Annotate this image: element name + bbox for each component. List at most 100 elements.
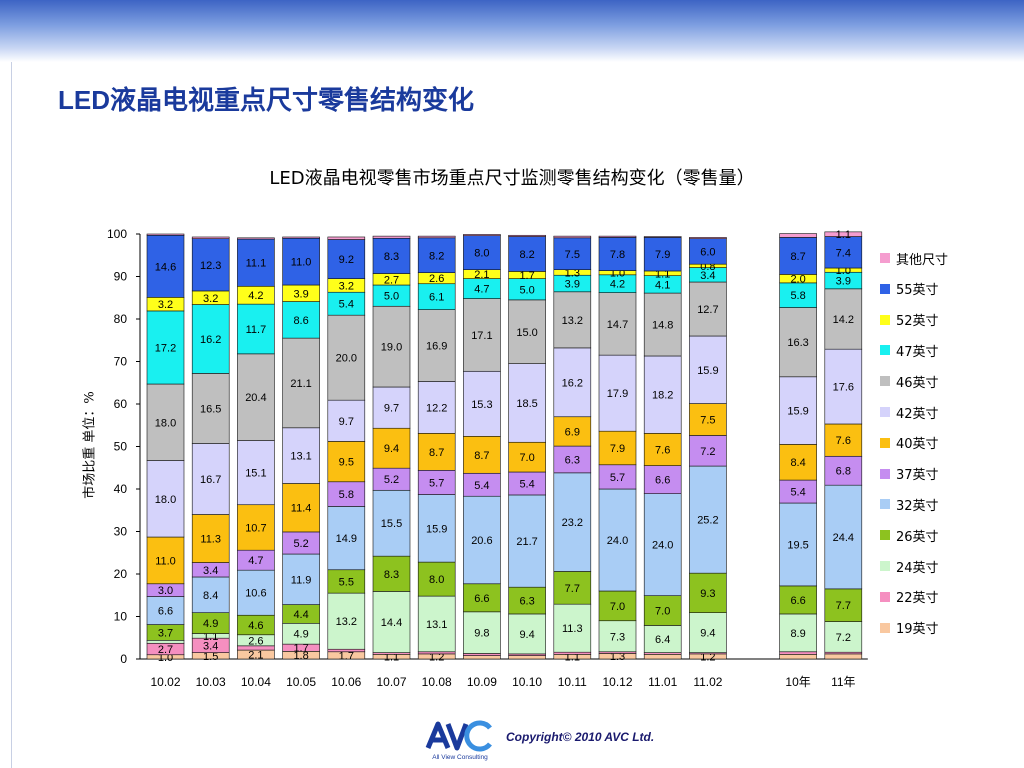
- x-tick-label: 10.07: [376, 675, 406, 689]
- data-label: 3.9: [565, 279, 580, 291]
- bar-segment: [689, 435, 727, 467]
- data-label: 6.6: [790, 595, 805, 607]
- y-tick-label: 100: [107, 227, 127, 241]
- data-label: 25.2: [697, 515, 718, 527]
- bar-segment: [282, 427, 320, 484]
- y-tick-label: 80: [114, 312, 128, 326]
- bar-segment: [463, 235, 501, 270]
- data-label: 16.2: [562, 377, 583, 389]
- legend-swatch: [880, 283, 890, 294]
- bar-segment: [282, 337, 320, 429]
- data-label: 4.6: [248, 620, 263, 632]
- data-label: 20.4: [245, 392, 266, 404]
- bar-segment: [282, 301, 320, 339]
- data-label: 5.7: [429, 477, 444, 489]
- data-label: 3.0: [158, 585, 173, 597]
- bar-segment: [598, 235, 637, 238]
- bar-segment: [553, 347, 592, 418]
- bar-segment: [779, 233, 817, 238]
- bar-segment: [146, 639, 185, 644]
- bar-segment: [372, 386, 411, 429]
- data-label: 8.3: [384, 569, 399, 581]
- data-label: 8.2: [519, 249, 534, 261]
- data-label: 11.0: [291, 257, 312, 269]
- bar-segment: [689, 238, 727, 265]
- bar-segment: [779, 651, 817, 655]
- data-label: 13.2: [562, 315, 583, 327]
- legend-label: 42英寸: [896, 406, 939, 422]
- bar-segment: [689, 403, 727, 436]
- y-tick-label: 0: [120, 652, 127, 666]
- legend-item: 52英寸: [880, 312, 939, 329]
- data-label: 16.7: [200, 474, 221, 486]
- bar-segment: [598, 354, 637, 432]
- data-label: 8.4: [790, 457, 805, 469]
- bar-segment: [779, 237, 817, 275]
- data-label: 1.1: [384, 652, 399, 664]
- data-label: 4.7: [248, 555, 263, 567]
- bar-segment: [191, 443, 230, 515]
- data-label: 7.3: [610, 631, 625, 643]
- bar-segment: [508, 613, 546, 655]
- data-label: 13.2: [336, 616, 357, 628]
- legend-item: 55英寸: [880, 281, 939, 299]
- legend-label: 46英寸: [896, 375, 939, 391]
- bar-segment: [643, 595, 682, 626]
- data-label: 7.7: [836, 600, 851, 612]
- bar-segment: [327, 239, 366, 279]
- chart-title: LED液晶电视零售市场重点尺寸监测零售结构变化（零售量）: [269, 168, 755, 189]
- data-label: 1.3: [565, 267, 580, 279]
- bar-segment: [327, 236, 366, 240]
- bar-segment: [463, 234, 501, 237]
- logo-subtitle: All View Consulting: [432, 754, 488, 761]
- bar-segment: [417, 433, 456, 471]
- bar-segment: [237, 303, 275, 355]
- bar-segment: [463, 298, 501, 372]
- bar-segment: [327, 506, 366, 571]
- data-label: 7.4: [836, 247, 851, 259]
- data-label: 4.9: [203, 618, 218, 630]
- data-label: 15.9: [697, 365, 718, 377]
- bar-segment: [643, 237, 682, 272]
- data-label: 7.9: [655, 249, 670, 261]
- data-label: 12.3: [200, 260, 221, 272]
- data-label: 7.6: [655, 444, 670, 456]
- bar-segment: [417, 651, 456, 655]
- bar-segment: [372, 489, 411, 557]
- data-label: 6.6: [655, 475, 670, 487]
- data-label: 11.3: [200, 534, 221, 546]
- bar-segment: [282, 483, 320, 533]
- legend-item: 其他尺寸: [880, 250, 948, 268]
- legend-item: 46英寸: [880, 373, 939, 391]
- legend-swatch: [880, 499, 890, 510]
- bar-segment: [779, 444, 817, 481]
- copyright-text: Copyright© 2010 AVC Ltd.: [506, 730, 655, 744]
- bar-segment: [146, 536, 185, 585]
- data-label: 4.9: [293, 629, 308, 641]
- bar-segment: [643, 625, 682, 653]
- bar-segment: [824, 653, 863, 660]
- bar-segment: [327, 481, 366, 507]
- data-label: 6.6: [158, 606, 173, 618]
- bar-segment: [779, 502, 817, 587]
- bar-segment: [146, 596, 185, 625]
- bar-segment: [689, 237, 727, 239]
- data-label: 16.3: [787, 337, 808, 349]
- bar-segment: [598, 292, 637, 356]
- bar-segment: [553, 571, 592, 605]
- data-label: 1.8: [293, 650, 308, 662]
- bar-segment: [643, 236, 682, 238]
- data-label: 1.5: [203, 651, 218, 663]
- bar-segment: [372, 591, 411, 653]
- data-label: 1.3: [610, 651, 625, 663]
- data-label: 7.2: [700, 446, 715, 458]
- header-band: [0, 0, 1024, 62]
- data-label: 7.0: [610, 601, 625, 613]
- bar-segment: [553, 603, 592, 653]
- legend-label: 55英寸: [896, 283, 939, 299]
- bar-segment: [237, 504, 275, 551]
- bar-segment: [824, 288, 863, 350]
- data-label: 15.5: [381, 518, 402, 530]
- data-label: 4.4: [293, 609, 308, 621]
- legend-label: 24英寸: [896, 560, 939, 576]
